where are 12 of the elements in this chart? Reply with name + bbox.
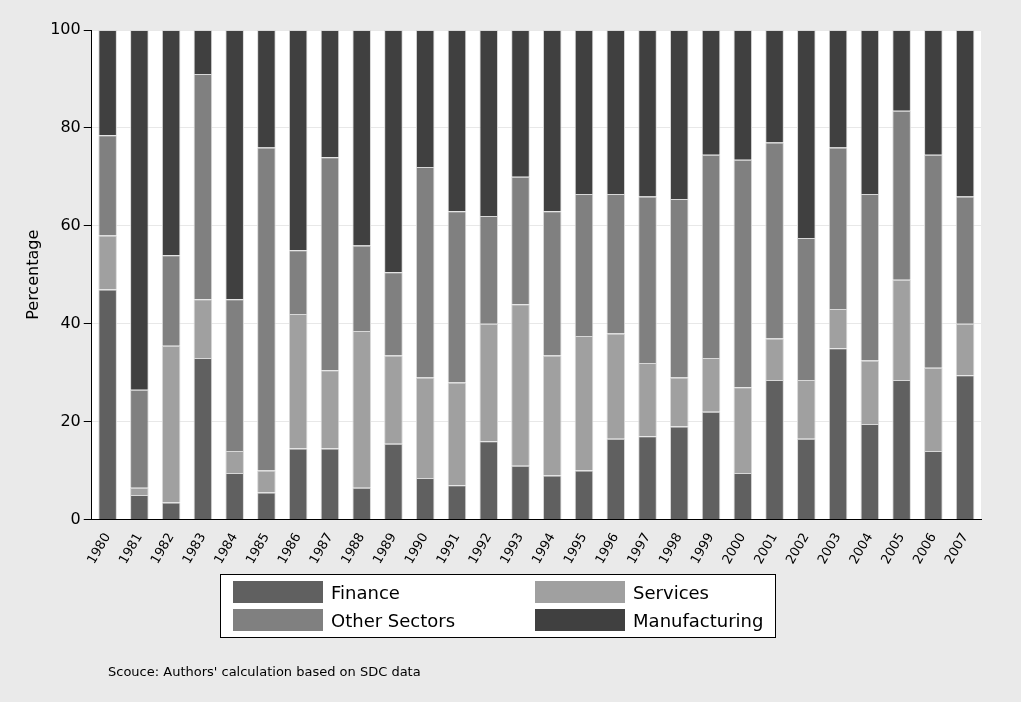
y-axis-title: Percentage: [22, 229, 42, 320]
y-tick-label: 100: [50, 19, 81, 39]
legend-label: Other Sectors: [331, 609, 456, 631]
y-tick-label: 20: [60, 410, 81, 430]
y-tick-label: 0: [70, 508, 81, 528]
y-tick-label: 40: [60, 312, 81, 332]
legend-label: Services: [633, 581, 709, 603]
y-tick-label: 60: [60, 214, 81, 234]
legend-label: Manufacturing: [633, 609, 764, 631]
text: Scouce: Authors' calculation based on SDC data: [108, 664, 421, 679]
legend-label: Finance: [331, 581, 400, 603]
y-tick-label: 80: [60, 117, 81, 137]
